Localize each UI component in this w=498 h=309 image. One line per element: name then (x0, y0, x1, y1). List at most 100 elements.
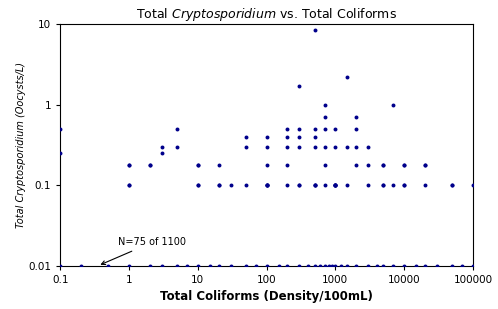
Point (389, 103, 397, 108)
Point (321, 263, 329, 268)
Point (379, 263, 387, 268)
Point (295, 183, 303, 188)
Point (325, 263, 333, 268)
Point (194, 163, 202, 167)
Point (215, 263, 223, 268)
Point (321, 145, 329, 150)
Point (344, 75, 352, 80)
Point (328, 263, 336, 268)
Point (125, 183, 133, 188)
Point (400, 183, 408, 188)
Point (283, 145, 291, 150)
Point (56, 263, 64, 268)
Point (433, 263, 441, 268)
Point (389, 183, 397, 188)
Point (215, 183, 223, 188)
Point (364, 145, 372, 150)
Point (400, 163, 408, 167)
Point (56, 151, 64, 156)
Point (344, 145, 352, 150)
Point (311, 127, 319, 132)
Point (262, 183, 270, 188)
Point (215, 183, 223, 188)
Point (158, 151, 166, 156)
Point (469, 263, 477, 268)
Point (275, 263, 283, 268)
Point (283, 263, 291, 268)
Point (283, 134, 291, 139)
Point (295, 263, 303, 268)
Point (125, 183, 133, 188)
Point (412, 263, 420, 268)
Point (344, 263, 352, 268)
Point (242, 145, 250, 150)
Point (227, 183, 235, 188)
Point (173, 127, 181, 132)
Point (311, 183, 319, 188)
Point (373, 263, 381, 268)
Point (379, 163, 387, 167)
Point (352, 163, 360, 167)
Point (321, 163, 329, 167)
Point (321, 127, 329, 132)
Point (352, 263, 360, 268)
Point (321, 183, 329, 188)
Point (379, 183, 387, 188)
Point (77, 263, 85, 268)
Point (173, 145, 181, 150)
Point (331, 127, 339, 132)
Point (311, 145, 319, 150)
Point (321, 103, 329, 108)
Point (194, 183, 202, 188)
Point (295, 127, 303, 132)
Point (337, 263, 345, 268)
Point (364, 263, 372, 268)
Point (421, 183, 429, 188)
Point (311, 183, 319, 188)
Point (469, 183, 477, 188)
Point (364, 163, 372, 167)
Point (158, 145, 166, 150)
Point (262, 145, 270, 150)
Point (56, 127, 64, 132)
Point (173, 263, 181, 268)
Point (146, 163, 154, 167)
Point (421, 163, 429, 167)
Point (331, 183, 339, 188)
Point (262, 183, 270, 188)
Point (227, 263, 235, 268)
Point (262, 134, 270, 139)
Point (400, 183, 408, 188)
Point (105, 263, 113, 268)
Point (194, 263, 202, 268)
Point (331, 183, 339, 188)
Point (364, 183, 372, 188)
Point (262, 263, 270, 268)
Point (283, 127, 291, 132)
Point (311, 134, 319, 139)
Point (295, 84, 303, 89)
Point (352, 127, 360, 132)
Point (262, 183, 270, 188)
Point (242, 183, 250, 188)
Point (352, 145, 360, 150)
Point (283, 163, 291, 167)
Point (125, 263, 133, 268)
Point (283, 183, 291, 188)
X-axis label: Total Coliforms (Density/100mL): Total Coliforms (Density/100mL) (160, 290, 373, 303)
Point (379, 183, 387, 188)
Point (331, 263, 339, 268)
Point (400, 163, 408, 167)
Point (331, 183, 339, 188)
Point (194, 183, 202, 188)
Point (316, 263, 324, 268)
Point (295, 183, 303, 188)
Point (295, 145, 303, 150)
Point (183, 263, 191, 268)
Point (344, 183, 352, 188)
Point (311, 28, 319, 33)
Point (458, 263, 466, 268)
Point (448, 263, 456, 268)
Point (421, 163, 429, 167)
Point (252, 263, 260, 268)
